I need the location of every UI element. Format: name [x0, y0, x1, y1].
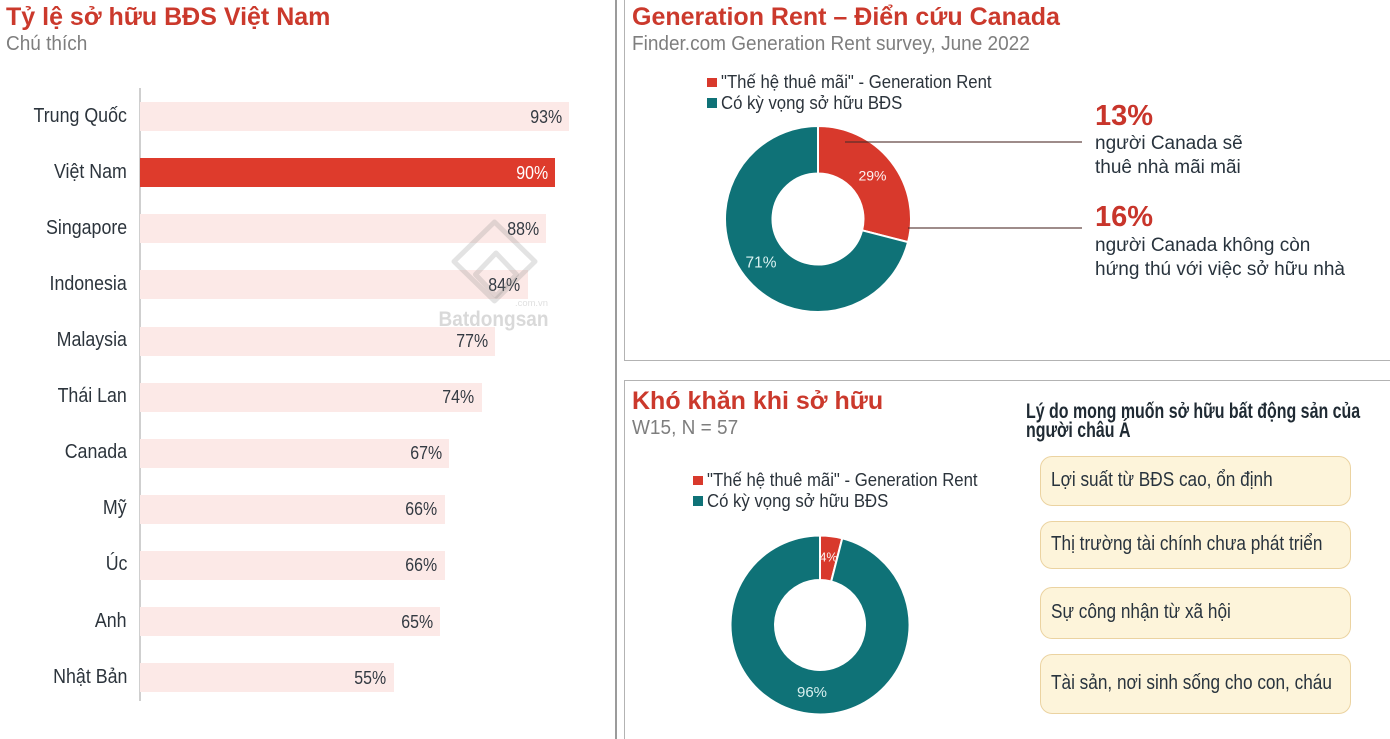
svg-text:4%: 4% [819, 551, 837, 565]
svg-text:96%: 96% [797, 684, 827, 701]
svg-text:Batdongsan: Batdongsan [439, 308, 549, 331]
svg-text:71%: 71% [745, 255, 776, 272]
svg-text:.com.vn: .com.vn [515, 298, 548, 309]
svg-text:29%: 29% [858, 168, 886, 184]
